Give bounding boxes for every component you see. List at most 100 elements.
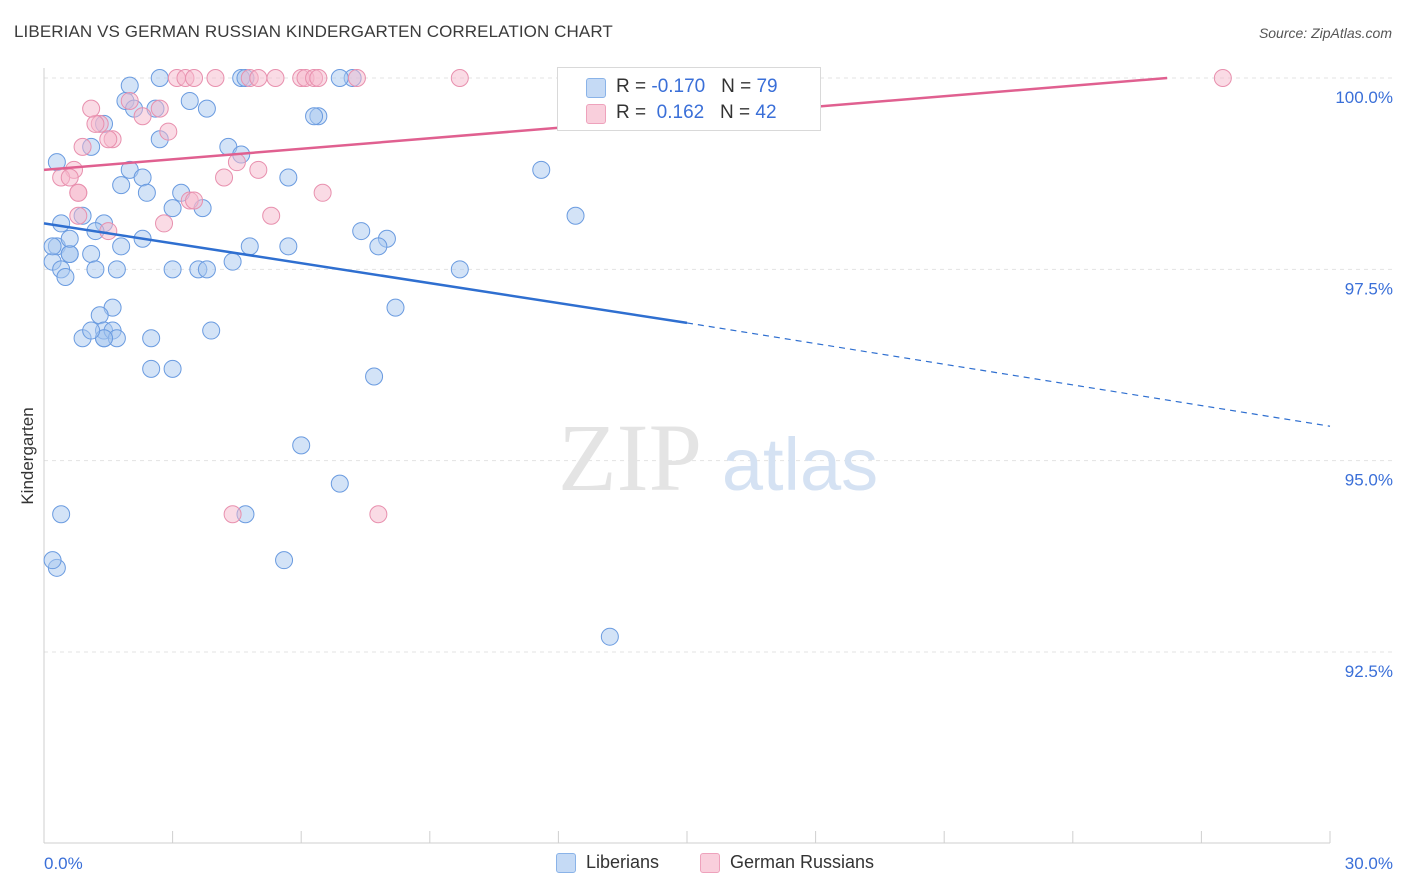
chart-title: LIBERIAN VS GERMAN RUSSIAN KINDERGARTEN … <box>14 22 613 41</box>
liberians-point-59 <box>163 359 182 378</box>
german-russians-point-23 <box>99 130 118 149</box>
liberians-point-69 <box>275 551 294 570</box>
german-russians-point-10 <box>309 69 328 87</box>
german-russians-point-31 <box>69 183 88 202</box>
liberians-point-76 <box>60 229 79 248</box>
liberians-point-19 <box>133 168 152 187</box>
german-russians-point-19 <box>150 99 169 118</box>
liberians-point-48 <box>450 260 469 279</box>
german-russians-point-28 <box>159 122 178 141</box>
german-russians-point-20 <box>120 91 139 110</box>
liberians-point-49 <box>163 260 182 279</box>
watermark-atlas: atlas <box>722 423 878 506</box>
legend-row-german-russians: R = 0.162 N = 42 <box>586 102 777 126</box>
liberians-trend-line <box>43 222 688 325</box>
german-russians-point-6 <box>266 69 285 87</box>
german-russians-point-16 <box>86 114 105 133</box>
liberians-point-40 <box>369 237 388 256</box>
liberians-point-0 <box>120 76 139 95</box>
german-russians-point-39 <box>99 222 118 241</box>
german-russians-point-12 <box>450 69 469 87</box>
liberians-point-21 <box>532 160 551 179</box>
watermark: ZIP atlas <box>558 404 878 511</box>
liberians-point-55 <box>90 306 109 325</box>
liberians-points <box>43 69 619 646</box>
liberians-point-50 <box>197 260 216 279</box>
liberians-point-53 <box>56 267 75 286</box>
german-russians-point-18 <box>133 107 152 126</box>
y-tick-label-0: 92.5% <box>1345 662 1393 681</box>
liberians-point-45 <box>86 260 105 279</box>
liberians-point-52 <box>386 298 405 317</box>
german-russians-point-2 <box>185 69 204 87</box>
liberians-point-77 <box>600 627 619 646</box>
liberians-point-44 <box>43 237 62 256</box>
liberians-point-57 <box>202 321 221 340</box>
liberians-point-1 <box>150 69 169 87</box>
liberians-point-11 <box>197 99 216 118</box>
liberians-point-66 <box>292 436 311 455</box>
liberians-trend-extension <box>686 322 1331 427</box>
liberians-point-78 <box>330 69 349 87</box>
german-russians-point-32 <box>155 214 174 233</box>
bottom-swatch-german-russians <box>700 853 720 873</box>
german-russians-point-33 <box>262 206 281 225</box>
watermark-zip: ZIP <box>558 404 702 511</box>
y-tick-label-2: 97.5% <box>1345 279 1393 298</box>
y-tick-label-3: 100.0% <box>1335 88 1393 107</box>
german-russians-point-22 <box>73 137 92 156</box>
german-russians-point-5 <box>249 69 268 87</box>
y-axis-label: Kindergarten <box>18 407 37 504</box>
german-russians-point-37 <box>249 160 268 179</box>
liberians-point-26 <box>279 168 298 187</box>
legend-swatch-german-russians <box>586 104 606 124</box>
german-russians-point-40 <box>223 505 242 524</box>
liberians-point-47 <box>107 260 126 279</box>
liberians-point-61 <box>365 367 384 386</box>
liberians-point-72 <box>52 505 71 524</box>
liberians-point-58 <box>142 329 161 348</box>
liberians-point-38 <box>240 237 259 256</box>
liberians-point-22 <box>137 183 156 202</box>
liberians-point-75 <box>60 245 79 264</box>
bottom-swatch-liberians <box>556 853 576 873</box>
x-tick-label-1: 30.0% <box>1345 854 1393 873</box>
german-russians-point-29 <box>215 168 234 187</box>
german-russians-point-3 <box>206 69 225 87</box>
german-russians-point-38 <box>69 206 88 225</box>
liberians-point-71 <box>43 551 62 570</box>
german-russians-point-41 <box>369 505 388 524</box>
liberians-point-9 <box>180 91 199 110</box>
tick-labels: 92.5% 95.0% 97.5% 100.0% 0.0% 30.0% <box>44 88 1393 873</box>
liberians-point-30 <box>52 214 71 233</box>
german-russians-point-17 <box>82 99 101 118</box>
liberians-point-28 <box>566 206 585 225</box>
grid-lines <box>44 77 1392 653</box>
liberians-point-43 <box>82 245 101 264</box>
german-russians-point-14 <box>1213 69 1232 87</box>
german-russians-point-30 <box>227 153 246 172</box>
liberians-point-74 <box>82 321 101 340</box>
correlation-legend: R = -0.170 N = 79 R = 0.162 N = 42 <box>557 67 821 131</box>
liberians-point-36 <box>279 237 298 256</box>
legend-swatch-liberians <box>586 78 606 98</box>
german-russians-point-26 <box>60 168 79 187</box>
liberians-point-27 <box>352 222 371 241</box>
x-tick-label-0: 0.0% <box>44 854 83 873</box>
german-russians-point-11 <box>347 69 366 87</box>
liberians-point-67 <box>330 474 349 493</box>
german-russians-points <box>52 69 1232 524</box>
liberians-point-6 <box>305 107 324 126</box>
german-russians-point-36 <box>185 191 204 210</box>
axes <box>43 68 1331 844</box>
liberians-point-23 <box>163 199 182 218</box>
liberians-point-20 <box>112 176 131 195</box>
liberians-point-34 <box>112 237 131 256</box>
y-tick-label-1: 95.0% <box>1345 471 1393 490</box>
liberians-point-73 <box>142 359 161 378</box>
liberians-point-51 <box>223 252 242 271</box>
legend-row-liberians: R = -0.170 N = 79 <box>586 76 778 100</box>
german-russians-point-34 <box>313 183 332 202</box>
source-label: Source: ZipAtlas.com <box>1258 25 1392 41</box>
